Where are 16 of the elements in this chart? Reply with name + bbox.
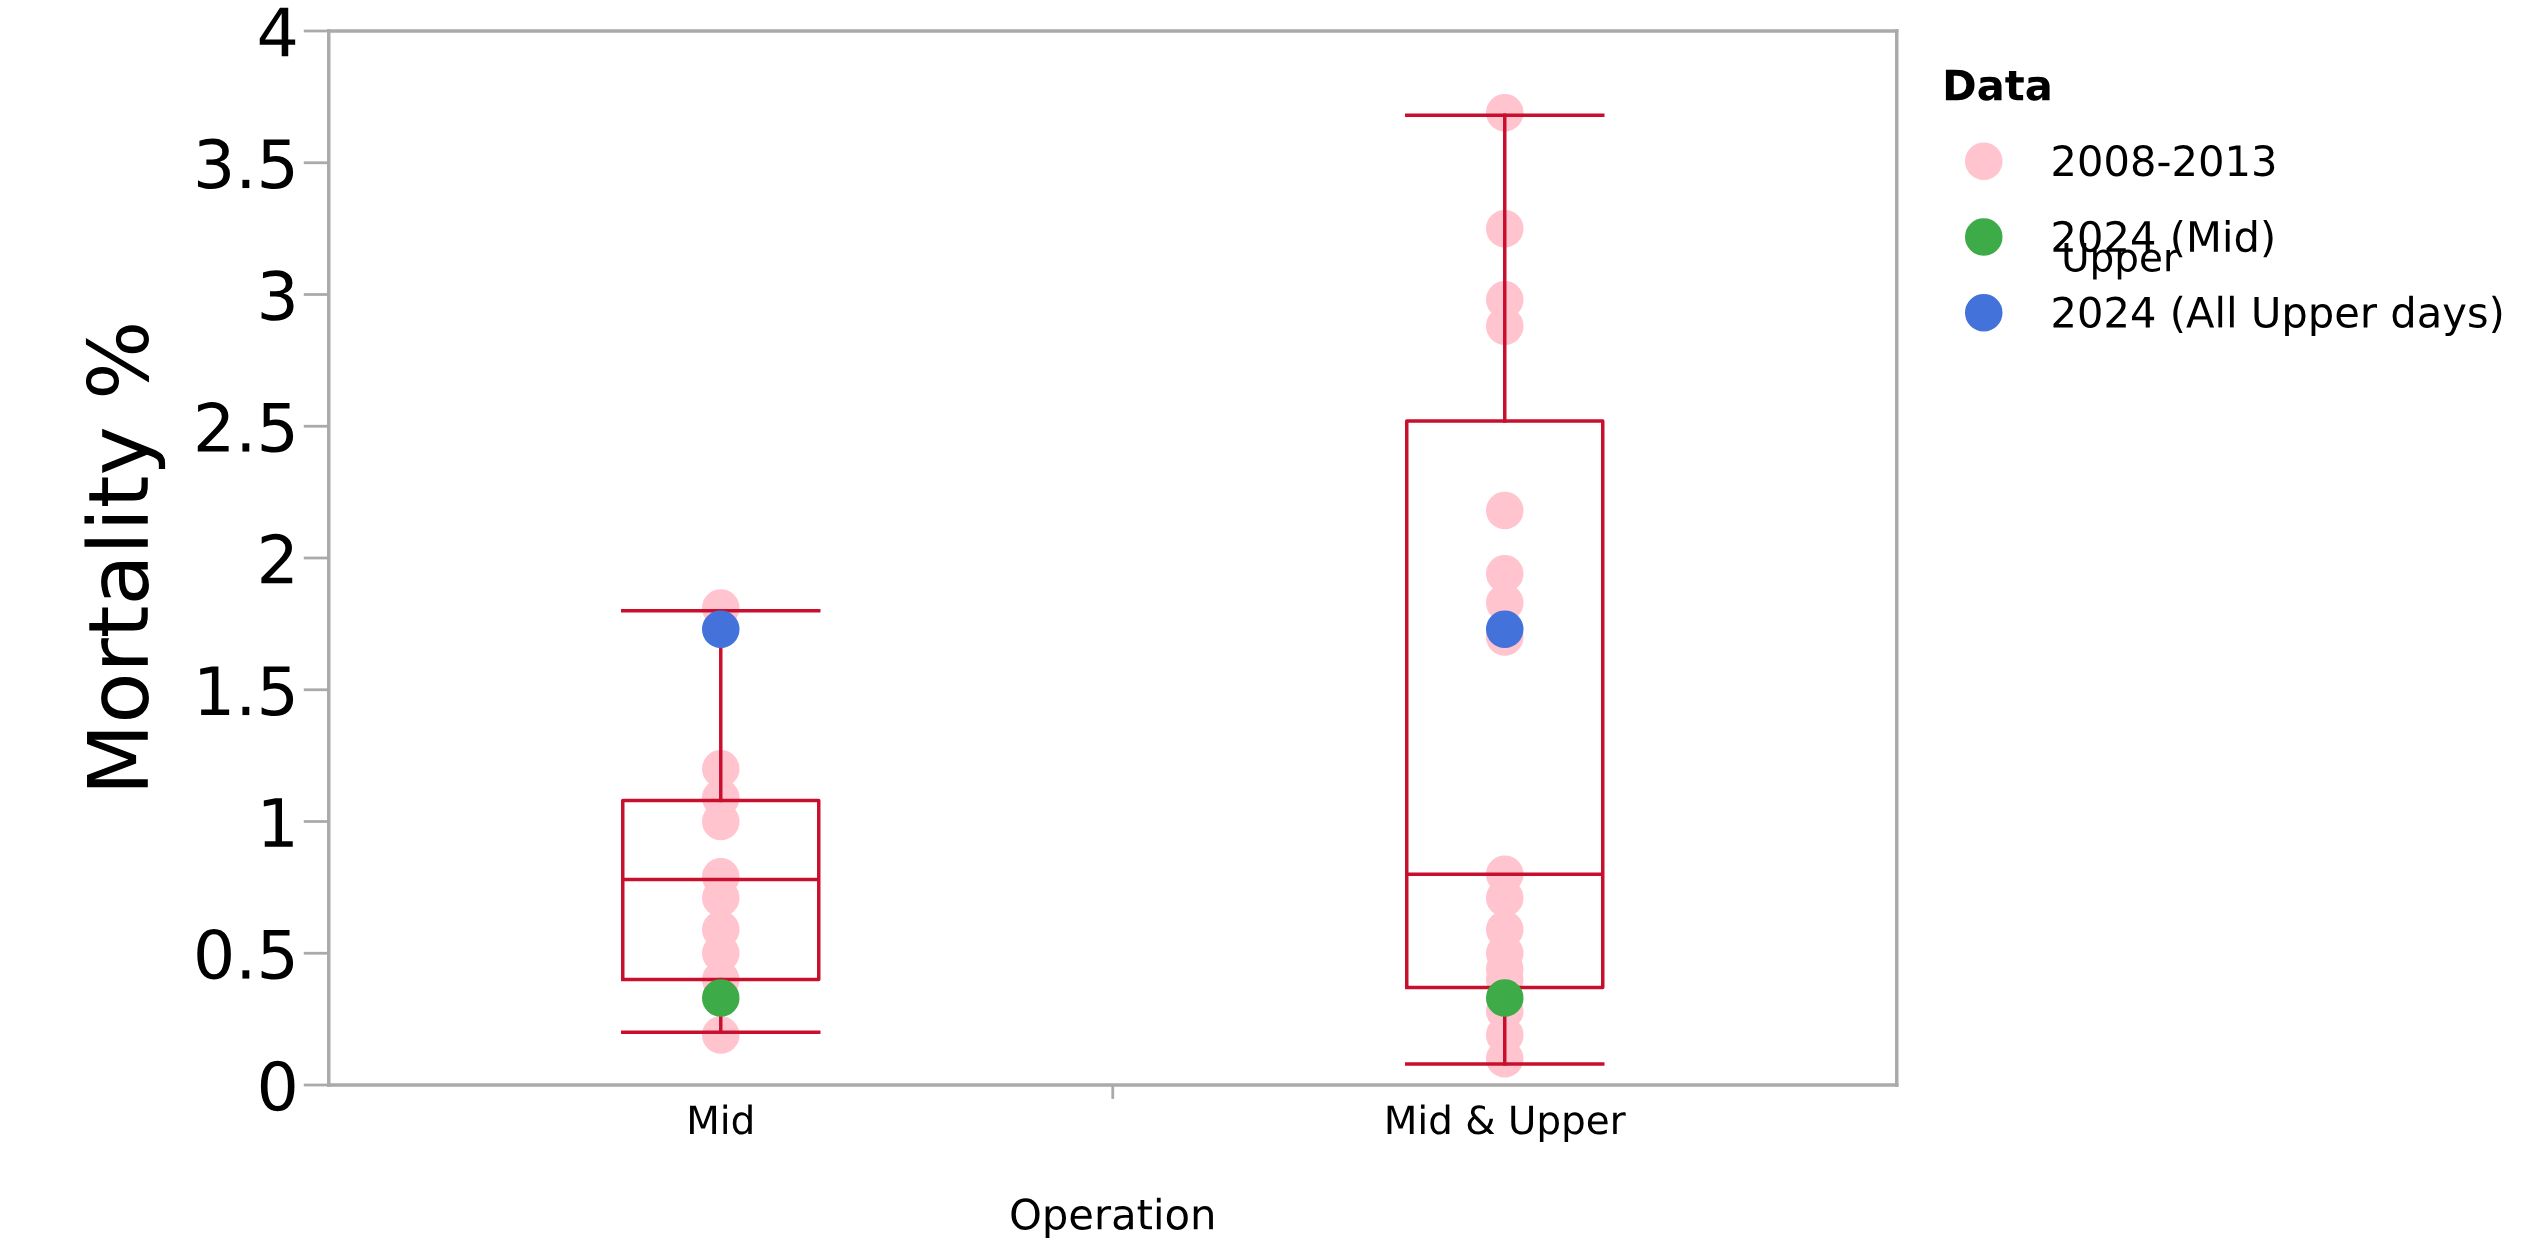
y-tick-label: 0.5: [197, 929, 294, 980]
y-tick-label: 3: [261, 270, 294, 321]
y-tick-label: 2: [261, 533, 293, 584]
legend-label: 2008-2013: [2053, 144, 2275, 177]
y-tick-label: 3.5: [197, 138, 294, 190]
y-axis-title: Mortality %: [84, 325, 166, 788]
y-tick-label: 0: [260, 1060, 295, 1112]
y-tick-label: 1: [263, 798, 293, 847]
x-tick-label: Mid: [690, 1104, 752, 1135]
x-tick-label: Mid & Upper: [1387, 1104, 1626, 1143]
legend-title: Data: [1945, 69, 2050, 101]
legend-label: 2024 (All Upper days): [2053, 295, 2502, 337]
x-axis-title: Operation: [1011, 1197, 1213, 1238]
y-tick-label: 4: [259, 7, 296, 57]
y-tick-label: 2.5: [197, 402, 294, 453]
y-tick-label: 1.5: [200, 666, 294, 717]
